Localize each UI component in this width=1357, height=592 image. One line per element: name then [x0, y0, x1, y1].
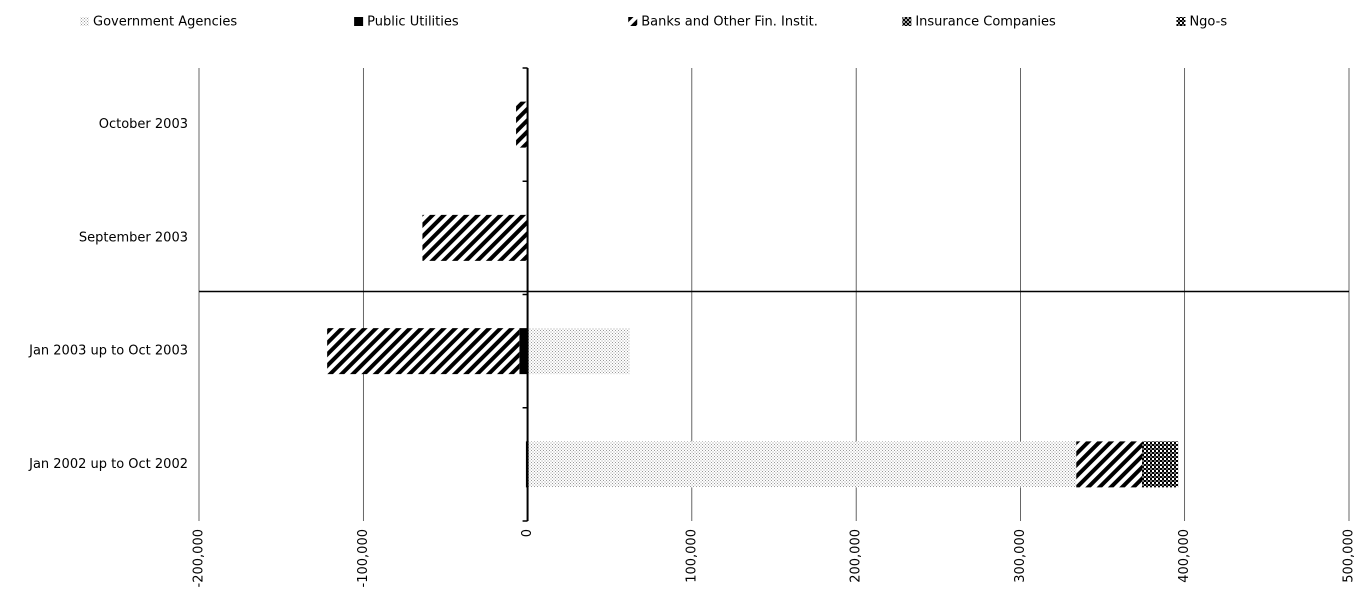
- bar: [527, 328, 630, 375]
- legend-label: Insurance Companies: [915, 15, 1056, 30]
- bar: [422, 214, 528, 261]
- bar: [519, 328, 528, 375]
- x-tick-label: 300,000: [1013, 529, 1028, 583]
- x-tick-label: -200,000: [192, 529, 207, 587]
- x-tick-label: 500,000: [1342, 529, 1357, 583]
- legend-label: Ngo-s: [1189, 15, 1227, 30]
- legend-label: Banks and Other Fin. Instit.: [641, 15, 818, 30]
- y-tick-label: Jan 2003 up to Oct 2003: [28, 344, 188, 359]
- bar: [1142, 441, 1179, 488]
- legend-label: Public Utilities: [367, 15, 459, 30]
- legend-swatch: [1176, 17, 1186, 26]
- x-tick-label: 100,000: [684, 529, 699, 583]
- y-tick-label: September 2003: [79, 230, 188, 245]
- legend-swatch: [628, 17, 638, 26]
- bar: [516, 101, 528, 148]
- x-tick-label: 200,000: [849, 529, 864, 583]
- bar: [1076, 441, 1142, 488]
- legend-swatch: [354, 17, 364, 26]
- x-tick-label: 0: [520, 529, 535, 537]
- x-tick-label: 400,000: [1177, 529, 1192, 583]
- bar: [527, 441, 1077, 488]
- y-tick-label: October 2003: [99, 117, 188, 132]
- x-tick-label: -100,000: [356, 529, 371, 587]
- legend-label: Government Agencies: [93, 15, 237, 30]
- legend-swatch: [902, 17, 912, 26]
- bar: [327, 328, 520, 375]
- legend-swatch: [80, 17, 89, 26]
- y-tick-label: Jan 2002 up to Oct 2002: [28, 457, 188, 472]
